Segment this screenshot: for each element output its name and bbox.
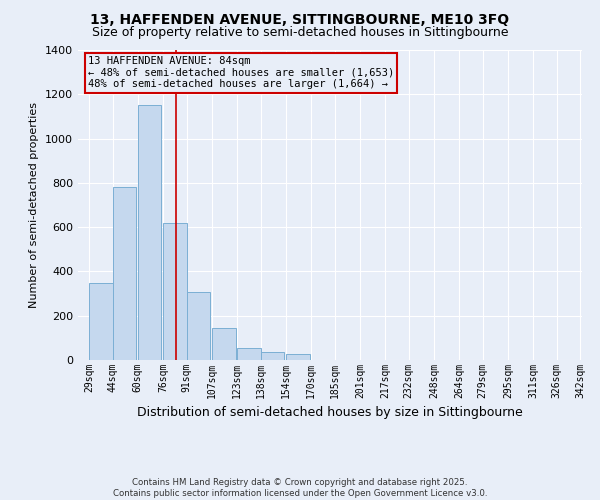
- Text: Size of property relative to semi-detached houses in Sittingbourne: Size of property relative to semi-detach…: [92, 26, 508, 39]
- Text: 13, HAFFENDEN AVENUE, SITTINGBOURNE, ME10 3FQ: 13, HAFFENDEN AVENUE, SITTINGBOURNE, ME1…: [91, 12, 509, 26]
- Bar: [163, 222, 187, 360]
- Y-axis label: Number of semi-detached properties: Number of semi-detached properties: [29, 102, 40, 308]
- Bar: [187, 292, 211, 360]
- Bar: [261, 352, 284, 360]
- Bar: [138, 106, 161, 360]
- Bar: [113, 188, 136, 360]
- Bar: [286, 354, 310, 360]
- Bar: [212, 328, 235, 360]
- Text: 13 HAFFENDEN AVENUE: 84sqm
← 48% of semi-detached houses are smaller (1,653)
48%: 13 HAFFENDEN AVENUE: 84sqm ← 48% of semi…: [88, 56, 394, 90]
- X-axis label: Distribution of semi-detached houses by size in Sittingbourne: Distribution of semi-detached houses by …: [137, 406, 523, 420]
- Text: Contains HM Land Registry data © Crown copyright and database right 2025.
Contai: Contains HM Land Registry data © Crown c…: [113, 478, 487, 498]
- Bar: [237, 348, 261, 360]
- Bar: [89, 282, 113, 360]
